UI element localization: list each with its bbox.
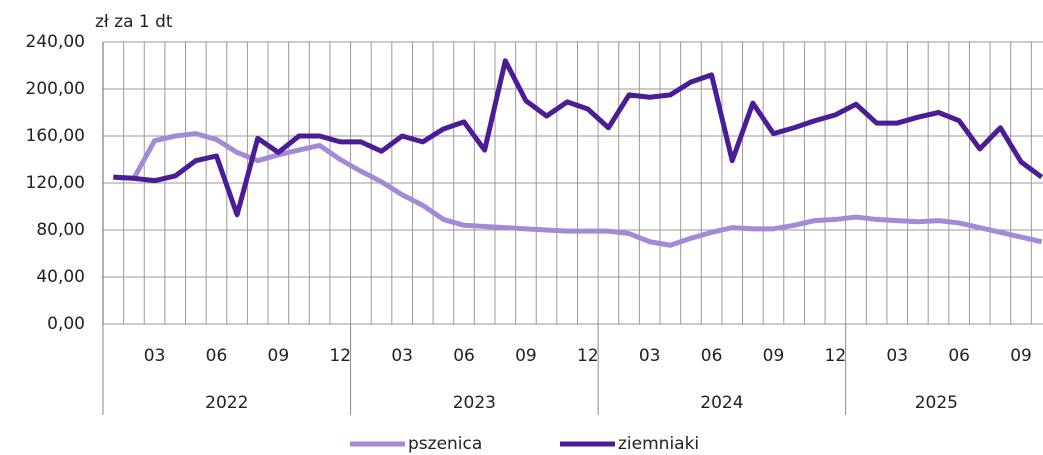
year-label: 2023: [453, 393, 496, 413]
x-tick-label: 06: [206, 346, 228, 366]
x-tick-label: 03: [639, 346, 661, 366]
series-line: [113, 58, 1043, 218]
x-tick-label: 09: [763, 346, 785, 366]
year-label: 2024: [700, 393, 743, 413]
legend-label: pszenica: [408, 434, 482, 454]
y-tick-label: 0,00: [47, 314, 85, 334]
x-tick-label: 06: [453, 346, 475, 366]
x-tick-label: 06: [948, 346, 970, 366]
series-line: [113, 131, 1043, 248]
x-tick-label: 12: [577, 346, 599, 366]
y-axis-label: zł za 1 dt: [95, 12, 173, 32]
x-tick-label: 09: [268, 346, 290, 366]
x-tick-label: 03: [144, 346, 166, 366]
x-tick-label: 03: [391, 346, 413, 366]
year-label: 2025: [915, 393, 958, 413]
y-tick-label: 240,00: [26, 32, 85, 52]
y-tick-label: 40,00: [36, 267, 85, 287]
x-tick-label: 12: [825, 346, 847, 366]
x-tick-label: 12: [329, 346, 351, 366]
y-tick-label: 160,00: [26, 126, 85, 146]
x-tick-label: 09: [1010, 346, 1032, 366]
y-tick-label: 120,00: [26, 173, 85, 193]
x-tick-label: 03: [886, 346, 908, 366]
year-label: 2022: [205, 393, 248, 413]
legend-label: ziemniaki: [618, 434, 699, 454]
y-tick-label: 80,00: [36, 220, 85, 240]
y-tick-label: 200,00: [26, 79, 85, 99]
x-tick-label: 06: [701, 346, 723, 366]
x-tick-label: 09: [515, 346, 537, 366]
